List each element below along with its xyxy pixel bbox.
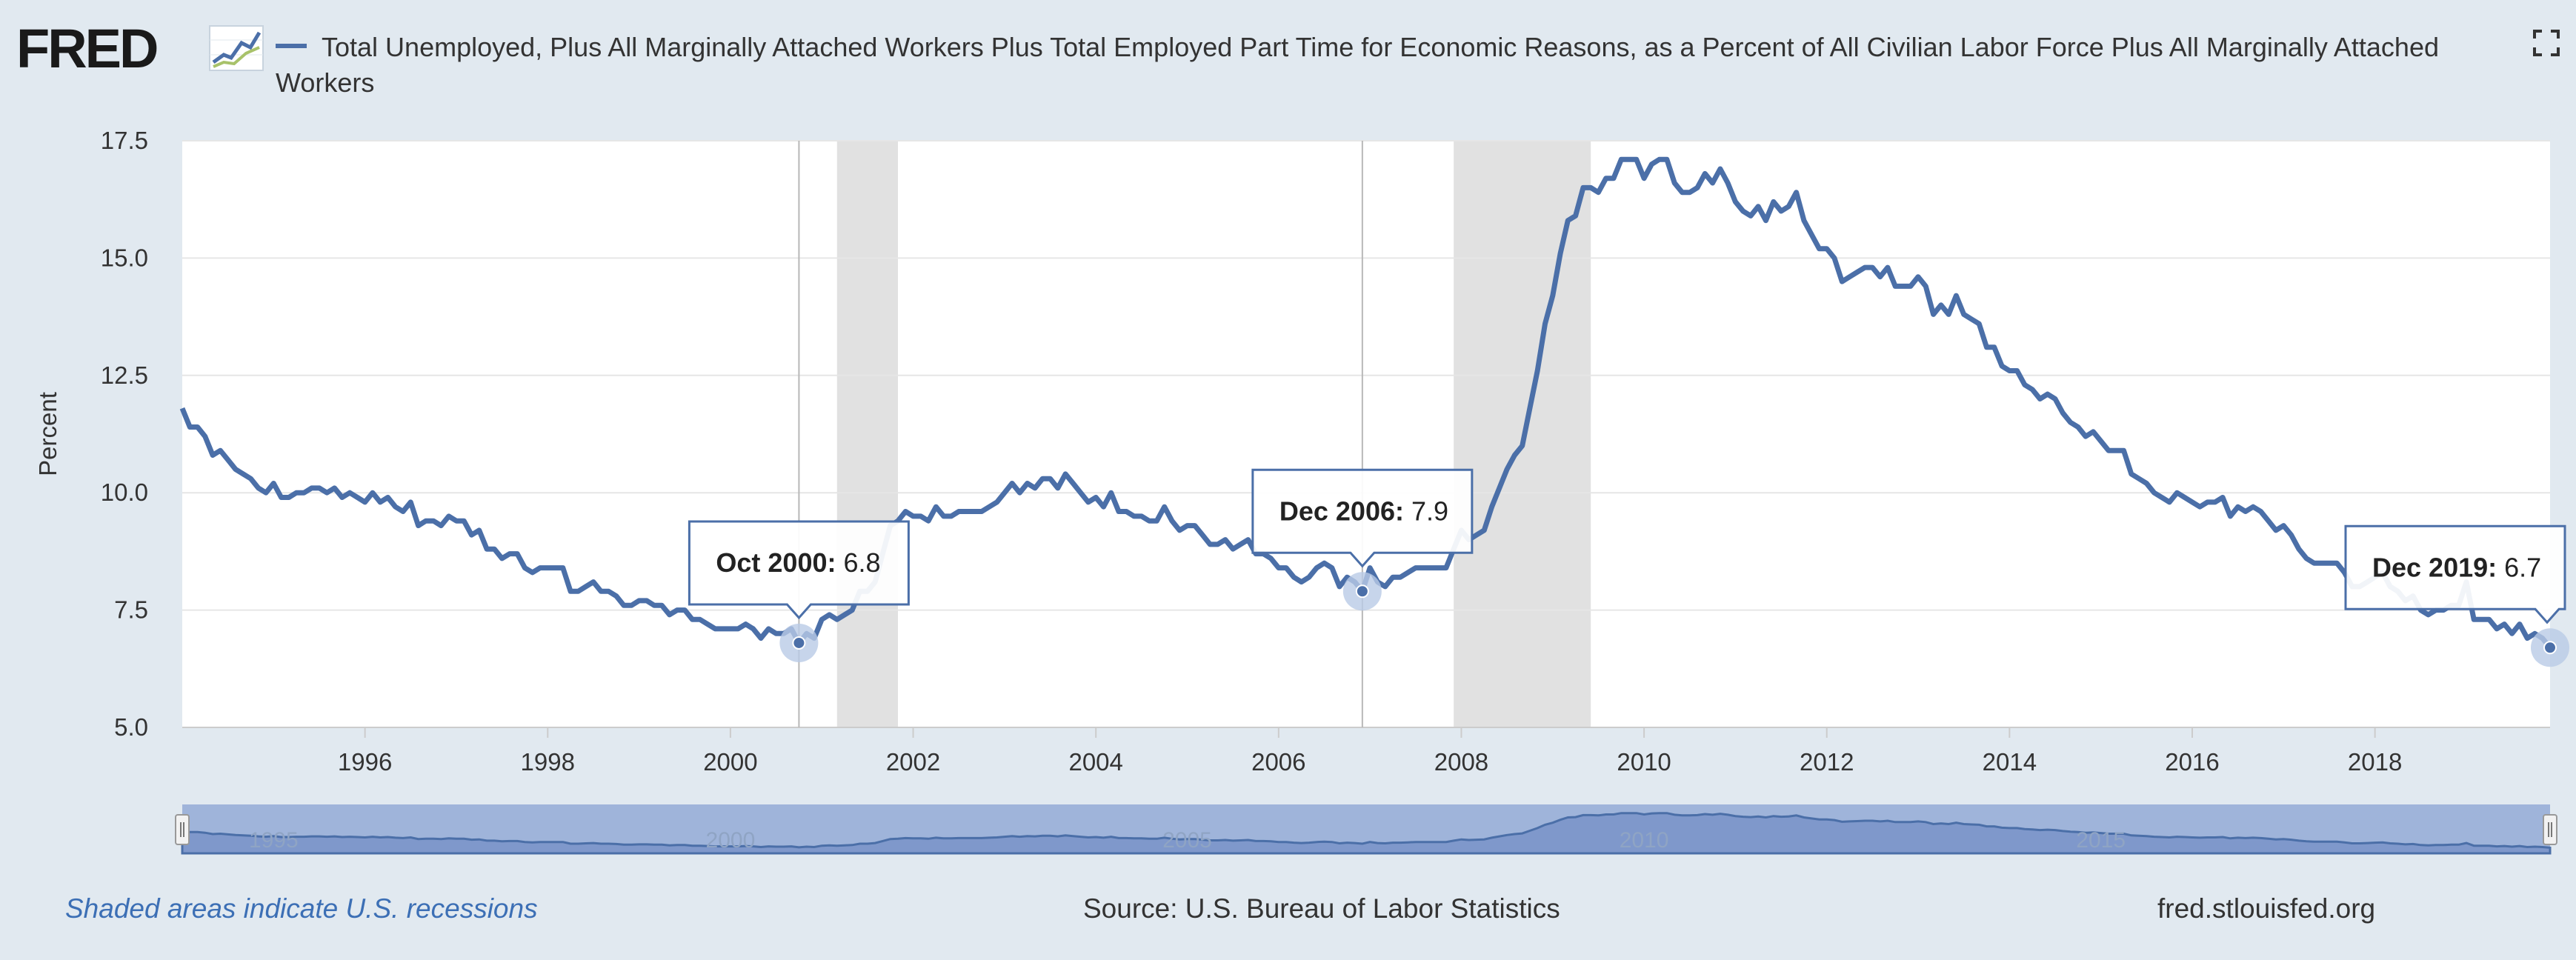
point-marker xyxy=(792,636,806,650)
x-tick-label: 2018 xyxy=(2348,748,2402,776)
tooltip: Dec 2019: 6.7 xyxy=(2344,524,2566,624)
navigator-tick-label: 2000 xyxy=(706,828,756,853)
x-tick-label: 2000 xyxy=(703,748,757,776)
y-tick-label: 12.5 xyxy=(101,361,148,389)
y-tick-label: 5.0 xyxy=(114,713,148,741)
tooltip-date: Dec 2019: xyxy=(2372,552,2504,582)
x-tick-label: 2012 xyxy=(1800,748,1854,776)
navigator-tick-label: 2005 xyxy=(1162,828,1212,853)
y-tick-label: 17.5 xyxy=(101,127,148,154)
tooltip-date: Oct 2000: xyxy=(716,547,843,578)
x-tick-label: 1996 xyxy=(338,748,392,776)
x-tick-label: 2014 xyxy=(1983,748,2037,776)
y-tick-label: 10.0 xyxy=(101,479,148,506)
site-link[interactable]: fred.stlouisfed.org xyxy=(2157,893,2376,924)
y-tick-label: 7.5 xyxy=(114,596,148,624)
tooltip-box xyxy=(2344,524,2566,624)
series-legend[interactable]: Total Unemployed, Plus All Marginally At… xyxy=(276,30,2439,101)
tooltip: Dec 2006: 7.9 xyxy=(1251,468,1474,568)
navigator-tick-label: 2010 xyxy=(1620,828,1669,853)
navigator-handle[interactable] xyxy=(2543,814,2557,845)
x-tick-label: 2016 xyxy=(2165,748,2219,776)
tooltip-date: Dec 2006: xyxy=(1279,496,1411,526)
x-tick-label: 2008 xyxy=(1434,748,1488,776)
point-marker xyxy=(2543,641,2557,655)
tooltip-box xyxy=(688,520,910,620)
recession-note[interactable]: Shaded areas indicate U.S. recessions xyxy=(65,893,538,924)
x-tick-label: 2006 xyxy=(1251,748,1305,776)
tooltip-text: Dec 2019: 6.7 xyxy=(2372,552,2541,582)
x-tick-label: 2004 xyxy=(1068,748,1122,776)
tooltip-value: 6.7 xyxy=(2504,552,2541,582)
point-marker xyxy=(1355,584,1369,599)
logo-text: FRED xyxy=(16,18,159,79)
tooltip-box xyxy=(1251,468,1474,568)
series-title: Total Unemployed, Plus All Marginally At… xyxy=(276,32,2439,98)
tooltip-text: Dec 2006: 7.9 xyxy=(1279,496,1448,526)
y-tick-label: 15.0 xyxy=(101,244,148,271)
y-axis: 5.0 7.5 10.0 12.5 15.0 17.5 xyxy=(101,127,148,741)
plot-background xyxy=(182,141,2550,727)
navigator-series xyxy=(181,812,2552,855)
x-tick-label: 2002 xyxy=(886,748,940,776)
chart-area[interactable]: 5.0 7.5 10.0 12.5 15.0 17.5 1996 1998 2000 2002 2… xyxy=(0,0,2576,874)
legend-line-swatch xyxy=(276,44,307,49)
x-axis: 1996 1998 2000 2002 2004 2006 2008 2010 2012 2014… xyxy=(338,727,2402,776)
chart-trend-icon xyxy=(209,25,264,71)
y-axis-title: Percent xyxy=(34,392,61,476)
tooltip-value: 7.9 xyxy=(1411,496,1448,526)
tooltip-text: Oct 2000: 6.8 xyxy=(716,547,880,578)
navigator-tick-label: 2015 xyxy=(2076,828,2126,853)
fred-logo[interactable]: FRED xyxy=(16,16,264,80)
tooltip: Oct 2000: 6.8 xyxy=(688,520,910,620)
range-navigator[interactable]: 1995 2000 2005 2010 2015 xyxy=(175,804,2557,855)
tooltips: Oct 2000: 6.8 Dec 2006: 7.9 Dec 2019: 6.7 xyxy=(688,468,2569,667)
navigator-tick-label: 1995 xyxy=(249,828,299,853)
tooltip-value: 6.8 xyxy=(843,547,880,578)
x-tick-label: 1998 xyxy=(521,748,575,776)
source-text: Source: U.S. Bureau of Labor Statistics xyxy=(1083,893,1560,924)
navigator-handle[interactable] xyxy=(175,814,190,845)
recession-band xyxy=(836,141,898,727)
x-tick-label: 2010 xyxy=(1617,748,1671,776)
fullscreen-icon[interactable] xyxy=(2533,30,2560,56)
